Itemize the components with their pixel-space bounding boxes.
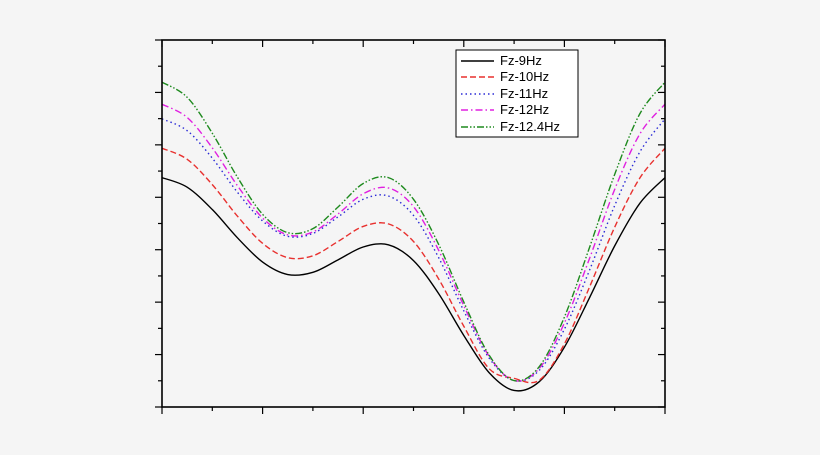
legend-label-fz-11hz: Fz-11Hz (500, 86, 548, 101)
legend: Fz-9Hz Fz-10Hz Fz-11Hz Fz-12Hz Fz-12.4Hz (455, 49, 579, 138)
legend-label-fz-9hz: Fz-9Hz (500, 53, 542, 68)
legend-label-fz-12-4hz: Fz-12.4Hz (500, 119, 560, 134)
series-line-fz-9hz (161, 176, 666, 392)
series-line-fz-11hz (161, 118, 666, 382)
legend-label-fz-10hz: Fz-10Hz (500, 69, 549, 84)
legend-box (455, 49, 579, 138)
series-line-fz-12hz (161, 103, 666, 382)
series-lines (161, 81, 666, 392)
series-line-fz-12-4hz (161, 81, 666, 382)
legend-label-fz-12hz: Fz-12Hz (500, 102, 549, 117)
series-line-fz-10hz (161, 147, 666, 384)
axis-ticks (155, 39, 666, 414)
